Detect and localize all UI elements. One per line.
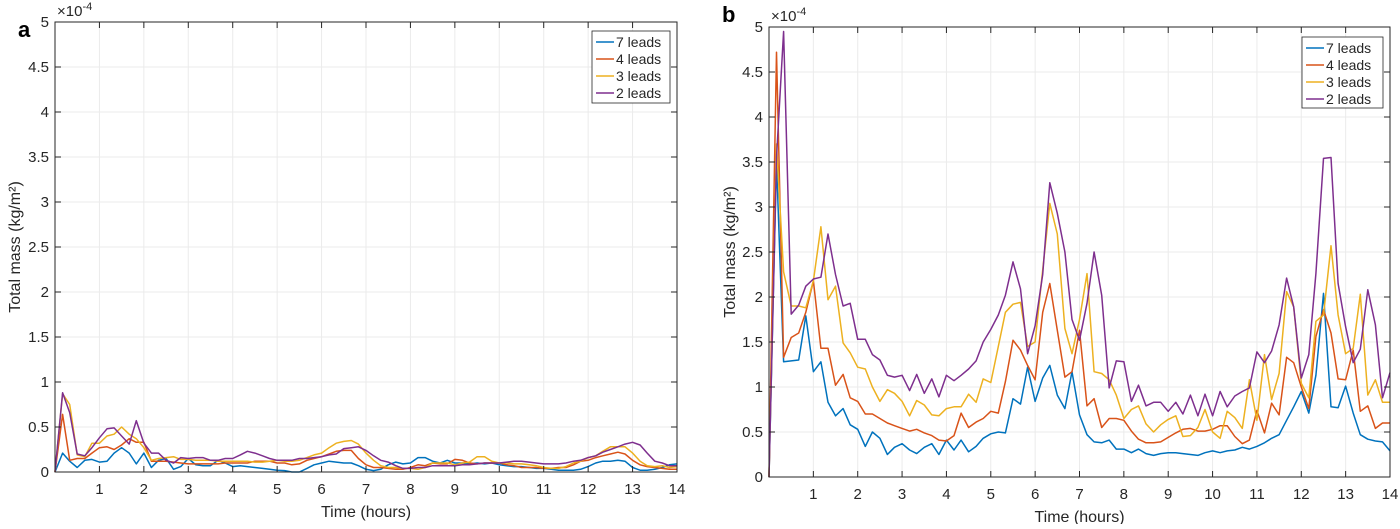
y-tick-label: 2.5 xyxy=(28,239,49,256)
y-tick-label: 3 xyxy=(755,199,763,216)
series-line-4-leads xyxy=(768,51,1390,478)
x-tick-label: 12 xyxy=(1293,486,1310,503)
x-axis-label: Time (hours) xyxy=(1034,509,1124,524)
x-tick-label: 9 xyxy=(1164,486,1172,503)
x-tick-label: 9 xyxy=(451,481,459,498)
legend-entry: 3 leads xyxy=(616,68,661,84)
series-line-3-leads xyxy=(768,143,1390,478)
x-tick-label: 7 xyxy=(1075,486,1083,503)
x-tick-label: 3 xyxy=(184,481,192,498)
y-tick-label: 1 xyxy=(755,379,763,396)
legend-entry: 7 leads xyxy=(616,34,661,50)
series-line-4-leads xyxy=(54,413,677,473)
legend-entry: 2 leads xyxy=(1326,91,1371,107)
y-tick-label: 4 xyxy=(755,109,763,126)
x-tick-label: 13 xyxy=(624,481,641,498)
x-tick-label: 6 xyxy=(1031,486,1039,503)
y-multiplier-exponent: -4 xyxy=(82,1,92,13)
y-tick-label: 3 xyxy=(41,194,49,211)
y-tick-label: 1.5 xyxy=(742,334,763,351)
y-axis-label: Total mass (kg/m²) xyxy=(7,181,24,313)
x-tick-label: 3 xyxy=(898,486,906,503)
y-tick-label: 2.5 xyxy=(742,244,763,261)
x-tick-label: 7 xyxy=(362,481,370,498)
x-tick-label: 5 xyxy=(987,486,995,503)
y-tick-label: 3.5 xyxy=(28,149,49,166)
y-tick-label: 5 xyxy=(41,14,49,31)
y-tick-label: 0 xyxy=(41,464,49,481)
legend-entry: 4 leads xyxy=(616,51,661,67)
x-axis-label: Time (hours) xyxy=(321,504,411,521)
y-multiplier-exponent: -4 xyxy=(796,6,806,18)
x-tick-label: 8 xyxy=(406,481,414,498)
series-line-3-leads xyxy=(54,392,678,473)
y-tick-label: 5 xyxy=(755,19,763,36)
x-tick-label: 14 xyxy=(1382,486,1399,503)
x-tick-label: 12 xyxy=(580,481,597,498)
legend-box xyxy=(1301,36,1384,109)
legend-entry: 3 leads xyxy=(1326,74,1371,90)
x-tick-label: 8 xyxy=(1120,486,1128,503)
panel-a: 1 2 3 4 5 6 7 8 9 10 11 12 13 1400.511.522.533.544.55… xyxy=(7,1,685,521)
panel-letter: b xyxy=(722,2,735,27)
y-tick-label: 0.5 xyxy=(742,424,763,441)
y-tick-label: 2 xyxy=(755,289,763,306)
y-tick-label: 4.5 xyxy=(742,64,763,81)
y-tick-label: 0.5 xyxy=(28,419,49,436)
panel-b: 1 2 3 4 5 6 7 8 9 10 11 12 13 1400.511.522.533.544.55… xyxy=(722,2,1399,526)
x-tick-label: 11 xyxy=(1249,486,1265,503)
series-line-2-leads xyxy=(768,30,1391,478)
legend-entry: 2 leads xyxy=(616,85,661,101)
x-tick-label: 13 xyxy=(1337,486,1354,503)
series-line-7-leads xyxy=(768,161,1391,478)
panel-letter: a xyxy=(18,17,31,42)
x-tick-label: 4 xyxy=(942,486,950,503)
legend-entry: 7 leads xyxy=(1326,40,1371,56)
y-tick-label: 1.5 xyxy=(28,329,49,346)
x-tick-label: 2 xyxy=(854,486,862,503)
y-tick-label: 4.5 xyxy=(28,59,49,76)
x-tick-label: 11 xyxy=(536,481,552,498)
y-multiplier-base: ×10 xyxy=(771,8,796,25)
x-tick-label: 6 xyxy=(317,481,325,498)
y-axis-label: Total mass (kg/m²) xyxy=(722,186,739,318)
x-tick-label: 10 xyxy=(1204,486,1221,503)
x-tick-label: 1 xyxy=(809,486,817,503)
y-multiplier: ×10-4 xyxy=(771,6,806,25)
series-line-2-leads xyxy=(54,392,677,473)
x-tick-label: 1 xyxy=(95,481,103,498)
x-tick-label: 10 xyxy=(491,481,508,498)
x-tick-label: 2 xyxy=(140,481,148,498)
y-multiplier-base: ×10 xyxy=(57,3,82,20)
legend-entry: 4 leads xyxy=(1326,57,1371,73)
y-tick-label: 4 xyxy=(41,104,49,121)
y-tick-label: 3.5 xyxy=(742,154,763,171)
x-tick-label: 5 xyxy=(273,481,281,498)
y-multiplier: ×10-4 xyxy=(57,1,92,20)
x-tick-label: 4 xyxy=(229,481,237,498)
x-tick-label: 14 xyxy=(669,481,686,498)
y-tick-label: 1 xyxy=(41,374,49,391)
y-tick-label: 2 xyxy=(41,284,49,301)
legend-box xyxy=(591,30,671,104)
y-tick-label: 0 xyxy=(755,469,763,486)
